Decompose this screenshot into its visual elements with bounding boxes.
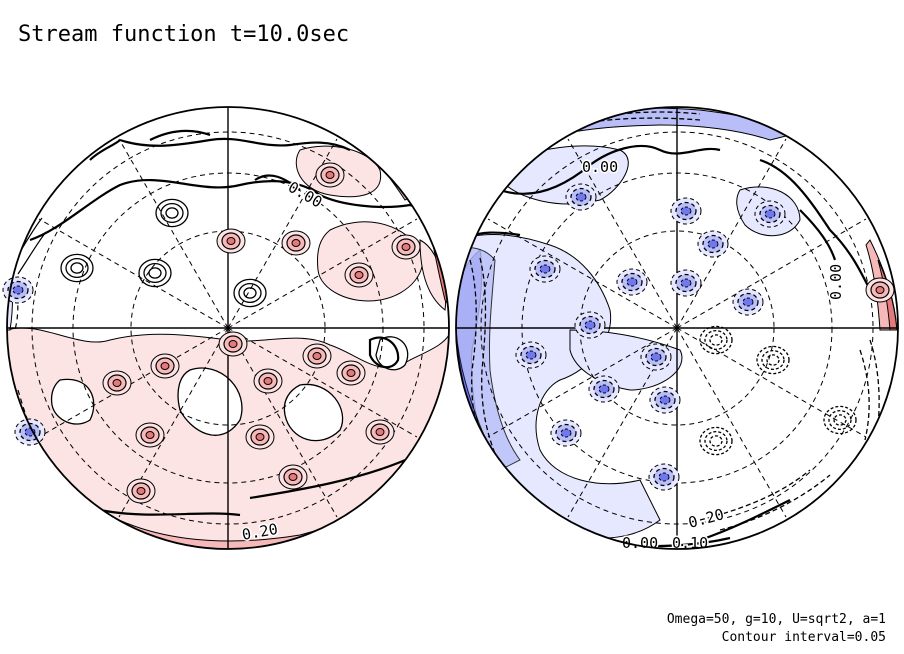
contour-ring-vortex xyxy=(756,345,790,375)
contour-interval-note: Contour interval=0.05 xyxy=(721,630,886,645)
contour-ring-vortex xyxy=(699,426,733,456)
plot-title: Stream function t=10.0sec xyxy=(18,22,350,47)
negative-vortex xyxy=(588,375,620,403)
contour-ring-vortex xyxy=(699,325,733,355)
positive-vortex xyxy=(218,331,248,357)
negative-vortex xyxy=(640,343,672,371)
negative-vortex xyxy=(670,269,702,297)
contour-ring-vortex xyxy=(60,253,94,283)
positive-vortex xyxy=(315,162,345,188)
contour-label: 0.00 xyxy=(827,264,845,300)
positive-vortex xyxy=(391,234,421,260)
positive-vortex xyxy=(336,360,366,386)
negative-vortex xyxy=(529,255,561,283)
positive-vortex xyxy=(278,464,308,490)
positive-vortex xyxy=(253,368,283,394)
positive-vortex xyxy=(135,422,165,448)
contour-label: 0.20 xyxy=(686,505,726,532)
negative-vortex xyxy=(515,341,547,369)
contour-ring-vortex xyxy=(233,278,267,308)
contour-label: 0.00 xyxy=(582,158,618,176)
positive-vortex xyxy=(365,419,395,445)
positive-vortex xyxy=(302,343,332,369)
right-hemisphere-rim xyxy=(455,106,899,550)
positive-vortex xyxy=(126,478,156,504)
left-hemisphere: 0.000.20 xyxy=(2,106,450,550)
right-hemisphere: 0.000.000.200.00 0.10 xyxy=(455,106,899,554)
positive-vortex xyxy=(281,230,311,256)
negative-vortex xyxy=(648,463,680,491)
positive-vortex xyxy=(245,424,275,450)
positive-vortex xyxy=(344,262,374,288)
negative-vortex xyxy=(2,276,34,304)
negative-vortex xyxy=(574,311,606,339)
left-vortices xyxy=(2,162,421,504)
negative-vortex xyxy=(754,200,786,228)
negative-vortex xyxy=(565,183,597,211)
negative-vortex xyxy=(550,419,582,447)
right-vortices xyxy=(515,183,895,491)
negative-vortex xyxy=(670,197,702,225)
positive-vortex xyxy=(102,370,132,396)
positive-vortex xyxy=(216,228,246,254)
negative-vortex xyxy=(649,386,681,414)
negative-vortex xyxy=(732,288,764,316)
contour-ring-vortex xyxy=(155,198,189,228)
right-negative-regions xyxy=(456,145,801,539)
negative-vortex xyxy=(697,230,729,258)
negative-vortex xyxy=(14,418,46,446)
parameters-note: Omega=50, g=10, U=sqrt2, a=1 xyxy=(666,612,886,627)
positive-vortex xyxy=(150,353,180,379)
contour-ring-vortex xyxy=(823,405,857,435)
negative-vortex xyxy=(616,268,648,296)
contour-ring-vortex xyxy=(138,258,172,288)
positive-vortex xyxy=(865,277,895,303)
left-hemisphere-rim xyxy=(6,106,450,550)
left-axes xyxy=(7,107,449,549)
